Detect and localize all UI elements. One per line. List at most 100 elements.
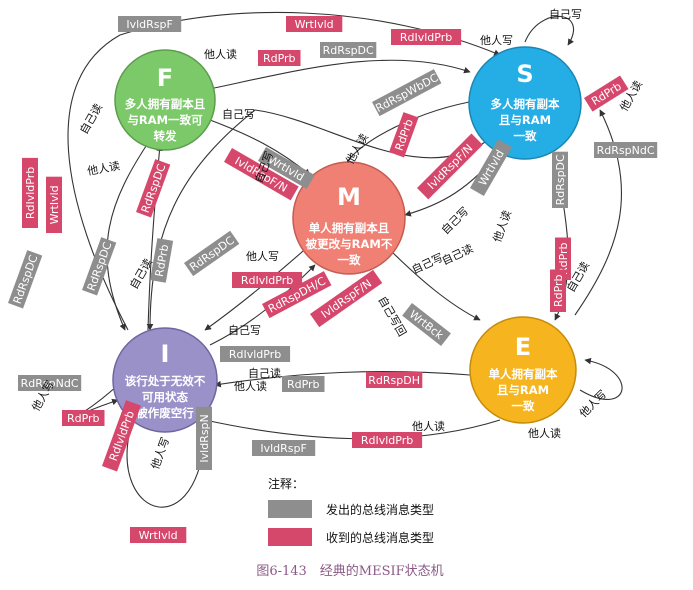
transition-label: 他人写 bbox=[246, 250, 279, 263]
legend-received-swatch bbox=[268, 528, 312, 546]
transition-label: 他人读 bbox=[204, 47, 237, 61]
message-tag: RdPrb bbox=[555, 237, 571, 280]
edge-i-to-m bbox=[209, 264, 316, 346]
message-tag: RdIvldPrb bbox=[232, 272, 303, 288]
legend: 注释： 发出的总线消息类型 收到的总线消息类型 bbox=[268, 476, 434, 546]
state-e-desc-3: 一致 bbox=[512, 399, 535, 413]
message-tag: RdIvldPrb bbox=[391, 29, 462, 45]
transition-label: 自己写 bbox=[222, 108, 255, 121]
transition-label: 他人读 bbox=[528, 426, 561, 440]
message-tag: RdPrb bbox=[62, 410, 105, 426]
state-s-circle bbox=[468, 46, 582, 160]
message-tag: WrtBck bbox=[402, 303, 451, 347]
transition-label: 他人写 bbox=[480, 34, 513, 47]
message-tag-text: RdRspDC bbox=[187, 234, 237, 274]
message-tag-bg bbox=[184, 230, 240, 277]
message-tag-bg bbox=[366, 372, 423, 388]
message-tag-bg bbox=[8, 250, 43, 309]
edge-m-to-s bbox=[344, 97, 481, 166]
state-m-desc-2: 被更改与RAM不 bbox=[306, 237, 393, 251]
message-tag-bg bbox=[282, 376, 325, 392]
transition-label: 他人读 bbox=[412, 419, 445, 433]
state-f-desc-1: 多人拥有副本且 bbox=[125, 97, 206, 111]
message-tag-text: RdRspWbDC bbox=[373, 71, 440, 115]
message-tag-bg bbox=[220, 346, 291, 362]
state-f-letter: F bbox=[157, 64, 173, 92]
message-tag: WrtIvld bbox=[286, 16, 343, 32]
message-tag: RdRspDC bbox=[552, 151, 568, 208]
transition-label: 自己写 bbox=[228, 324, 261, 337]
message-tag-bg bbox=[18, 375, 82, 391]
message-tag: RdRspWbDC bbox=[372, 69, 442, 117]
transition-label: 自己读 bbox=[248, 366, 281, 380]
message-tag-text: RdRspNdC bbox=[597, 144, 655, 157]
message-tag-text: RdIvldPrb bbox=[241, 274, 293, 287]
message-tag-text: IvldRspF/N bbox=[425, 142, 476, 193]
state-f: F 多人拥有副本且 与RAM一致可 转发 bbox=[114, 49, 216, 151]
message-tag-bg bbox=[550, 269, 566, 312]
message-tag-text: RdIvldPrb bbox=[107, 409, 137, 463]
message-tag-bg bbox=[22, 157, 38, 228]
message-tag-bg bbox=[555, 237, 571, 280]
state-m-letter: M bbox=[337, 183, 361, 211]
message-tag: RdIvldPrb bbox=[352, 432, 423, 448]
message-tag-text: RdRspDC bbox=[11, 253, 41, 306]
edge-f-to-i-left bbox=[106, 139, 151, 331]
message-tag-text: WrtIvld bbox=[295, 18, 334, 31]
state-s: S 多人拥有副本 且与RAM 一致 bbox=[468, 46, 582, 160]
transition-label: 自己读 bbox=[439, 241, 475, 268]
message-tag: RdIvldPrb bbox=[102, 400, 142, 472]
message-tag: RdPrb bbox=[150, 238, 174, 283]
message-tag: RdIvldPrb bbox=[220, 346, 291, 362]
message-tag: WrtIvld bbox=[46, 176, 62, 233]
transition-label: 他人读 bbox=[86, 158, 121, 178]
legend-title: 注释： bbox=[268, 476, 304, 491]
message-tag-text: RdPrb bbox=[287, 378, 320, 391]
message-tag-text: IvldRspF bbox=[126, 18, 172, 31]
message-tag-text: IvldRspN bbox=[198, 414, 211, 462]
edge-m-to-i bbox=[204, 244, 311, 331]
message-tag-bg bbox=[46, 176, 62, 233]
state-f-circle bbox=[114, 49, 216, 151]
edge-s-self-loop bbox=[524, 15, 575, 46]
message-tag: RdRspDC bbox=[184, 230, 240, 277]
state-e-letter: E bbox=[515, 333, 531, 361]
message-tag: RdRspNdC bbox=[18, 375, 82, 391]
message-tag-text: IvldRspF bbox=[260, 442, 306, 455]
message-tag-text: RdPrb bbox=[263, 52, 296, 65]
message-tag-text: RdPrb bbox=[67, 412, 100, 425]
figure-caption: 图6-143 经典的MESIF状态机 bbox=[256, 563, 443, 579]
message-tag: RdPrb bbox=[258, 50, 301, 66]
message-tag: WrtIvld bbox=[130, 527, 187, 543]
transition-label: 他人读 bbox=[490, 208, 514, 244]
message-tag-bg bbox=[262, 271, 332, 319]
message-tag-bg bbox=[594, 142, 658, 158]
state-f-desc-3: 转发 bbox=[154, 129, 177, 143]
message-tag-bg bbox=[150, 238, 174, 283]
edge-i-to-s-top bbox=[67, 11, 501, 331]
message-tag-bg bbox=[389, 112, 419, 158]
legend-issued-swatch bbox=[268, 500, 312, 518]
message-tag-bg bbox=[320, 42, 377, 58]
message-tag-bg bbox=[286, 16, 343, 32]
message-tag-text: RdRspNdC bbox=[21, 377, 79, 390]
message-tag-bg bbox=[402, 303, 451, 347]
legend-received-text: 收到的总线消息类型 bbox=[326, 530, 434, 545]
message-tag-text: RdRspDC bbox=[139, 162, 169, 215]
message-tag-bg bbox=[62, 410, 105, 426]
message-tag-text: RdIvldPrb bbox=[24, 167, 37, 219]
message-tag: RdRspDC bbox=[8, 250, 43, 309]
message-tag: IvldRspF bbox=[118, 16, 182, 32]
message-tag: RdRspDH bbox=[366, 372, 423, 388]
transition-label: 他人写 bbox=[577, 388, 610, 421]
message-tag: RdPrb bbox=[550, 269, 566, 312]
message-tag-text: RdIvldPrb bbox=[400, 31, 452, 44]
transition-label: 自己读 bbox=[76, 101, 105, 137]
message-tag: IvldRspN bbox=[196, 406, 212, 470]
message-tag-bg bbox=[252, 440, 316, 456]
state-e: E 单人拥有副本 且与RAM 一致 bbox=[469, 316, 577, 424]
message-tag-bg bbox=[224, 148, 299, 201]
edge-e-to-i bbox=[214, 371, 471, 388]
message-tag-bg bbox=[232, 272, 303, 288]
